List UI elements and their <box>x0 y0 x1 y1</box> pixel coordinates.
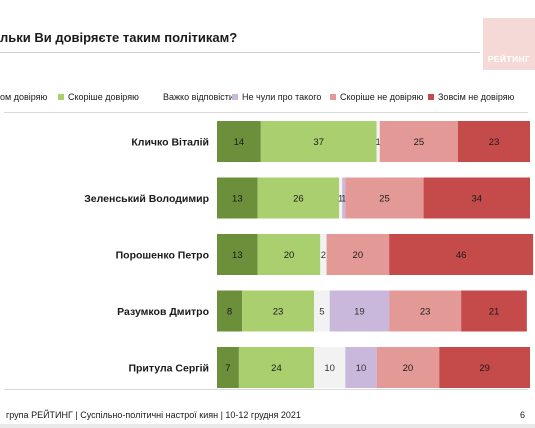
bar-segment <box>257 234 321 275</box>
bar-segment <box>217 234 258 275</box>
bar-segment <box>257 177 340 219</box>
data-label: 8 <box>227 307 232 318</box>
category-label: Порошенко Петро <box>116 250 209 262</box>
logo-text: РЕЙТИНГ <box>487 54 531 64</box>
data-label: 2 <box>321 250 326 261</box>
legend-label: Не чули про такого <box>242 92 322 102</box>
bar-segment <box>314 290 330 332</box>
bar-segment <box>217 347 239 388</box>
data-label: 10 <box>356 363 367 374</box>
bar-segment <box>339 177 343 219</box>
bar-segment <box>217 177 258 219</box>
data-label: 25 <box>414 137 425 148</box>
data-label: 23 <box>273 307 284 318</box>
data-label: 25 <box>379 194 390 205</box>
data-label: 24 <box>271 363 282 374</box>
data-label: 21 <box>489 307 500 318</box>
chart-legend: ом довіряю Скоріше довіряю Важко відповіст… <box>0 92 535 106</box>
data-label: 14 <box>234 137 245 148</box>
legend-swatch <box>232 94 238 100</box>
legend-item: Скоріше довіряю <box>58 92 139 102</box>
data-label: 10 <box>324 363 335 374</box>
data-label: 20 <box>353 250 364 261</box>
data-label: 5 <box>319 307 324 318</box>
data-label: 46 <box>456 250 467 261</box>
bar-segment <box>423 177 530 219</box>
bar-segment <box>439 347 530 388</box>
bar-segment <box>376 121 380 162</box>
data-label: 13 <box>232 194 243 205</box>
bar-segment <box>379 121 459 162</box>
legend-label: ом довіряю <box>0 92 48 102</box>
bar-segment <box>260 121 377 162</box>
data-label: 1 <box>338 194 343 205</box>
bar-segment <box>329 290 390 332</box>
rating-logo: РЕЙТИНГ <box>483 18 535 70</box>
legend-swatch <box>428 94 434 100</box>
data-label: 23 <box>489 137 500 148</box>
data-label: 1 <box>341 194 346 205</box>
data-label: 34 <box>472 194 483 205</box>
page-number: 6 <box>520 410 526 420</box>
legend-item: Скоріше не довіряю <box>330 92 423 102</box>
bar-segment <box>238 347 315 388</box>
bar-segment <box>320 234 327 275</box>
data-label: 37 <box>313 137 324 148</box>
data-label: 20 <box>403 363 414 374</box>
bar-segment <box>458 121 530 162</box>
title-divider <box>0 52 480 53</box>
data-label: 26 <box>293 194 304 205</box>
bottom-bar <box>0 424 535 428</box>
data-label: 29 <box>479 363 490 374</box>
legend-swatch <box>58 94 64 100</box>
legend-item: Важко відповісти <box>153 92 234 102</box>
data-label: 23 <box>420 307 431 318</box>
bar-segment <box>389 290 462 332</box>
category-label: Притула Сергій <box>128 363 209 375</box>
bar-segment <box>342 177 346 219</box>
category-label: Зеленський Володимир <box>84 193 209 205</box>
legend-item: ом довіряю <box>0 92 47 102</box>
bar-segment <box>242 290 315 332</box>
data-label: 19 <box>354 307 365 318</box>
chart-title: льки Ви довіряєте таким політикам? <box>0 30 238 45</box>
bar-segment <box>217 290 243 332</box>
category-label: Кличко Віталій <box>131 137 209 149</box>
legend-swatch <box>330 94 336 100</box>
data-label: 13 <box>232 250 243 261</box>
legend-label: Важко відповісти <box>163 92 234 102</box>
legend-label: Скоріше не довіряю <box>340 92 424 102</box>
bar-segment <box>326 234 390 275</box>
data-label: 1 <box>376 137 381 148</box>
legend-swatch <box>153 94 159 100</box>
bar-segment <box>345 347 377 388</box>
bar-segment <box>345 177 424 219</box>
legend-item: Зовсім не довіряю <box>428 92 514 102</box>
data-label: 20 <box>284 250 295 261</box>
bar-segment <box>376 347 440 388</box>
chart-frame <box>4 112 528 390</box>
bar-segment <box>314 347 346 388</box>
category-label: Разумков Дмитро <box>117 306 209 318</box>
footer-source: група РЕЙТИНГ | Суспільно-політичні наст… <box>6 410 301 420</box>
legend-label: Скоріше довіряю <box>68 92 139 102</box>
bar-segment <box>217 121 261 162</box>
legend-label: Зовсім не довіряю <box>438 92 515 102</box>
bar-segment <box>389 234 534 275</box>
legend-item: Не чули про такого <box>232 92 321 102</box>
data-label: 7 <box>225 363 230 374</box>
bar-segment <box>461 290 527 332</box>
